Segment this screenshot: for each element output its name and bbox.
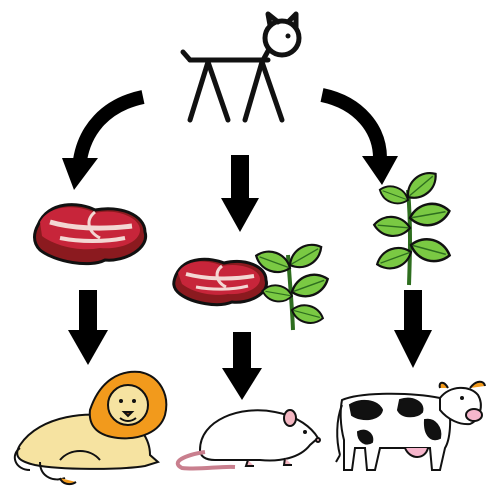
plant-icon-right xyxy=(372,165,454,286)
arrow-top-left xyxy=(62,90,145,190)
arrow-left-lower xyxy=(68,290,108,365)
arrow-top-center xyxy=(221,155,259,232)
animal-stick-figure-icon xyxy=(180,11,302,123)
cow-icon xyxy=(335,380,486,471)
arrow-center-lower xyxy=(222,332,262,400)
rat-icon xyxy=(175,409,321,471)
lion-icon xyxy=(13,370,168,486)
arrow-right-lower xyxy=(394,290,432,368)
meat-icon-left xyxy=(33,203,148,266)
plant-icon-center xyxy=(251,237,333,331)
arrow-top-right xyxy=(320,88,398,185)
meat-icon-center xyxy=(172,257,268,307)
